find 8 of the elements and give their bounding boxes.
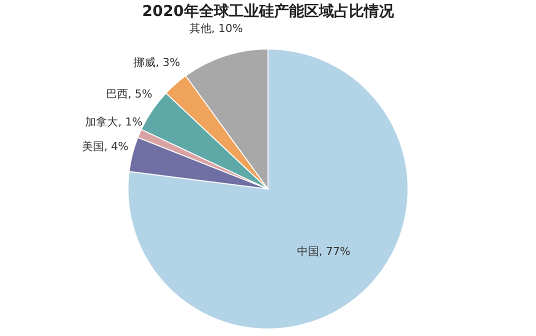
- chart-title: 2020年全球工业硅产能区域占比情况: [142, 2, 395, 20]
- slice-label: 中国, 77%: [296, 245, 350, 258]
- slice-label: 巴西, 5%: [106, 88, 152, 101]
- slice-label: 其他, 10%: [189, 22, 243, 36]
- slice-label: 美国, 4%: [82, 140, 129, 154]
- slice-label: 加拿大, 1%: [85, 115, 143, 128]
- pie-slice: [128, 48, 408, 330]
- slice-label: 挪威, 3%: [134, 56, 180, 69]
